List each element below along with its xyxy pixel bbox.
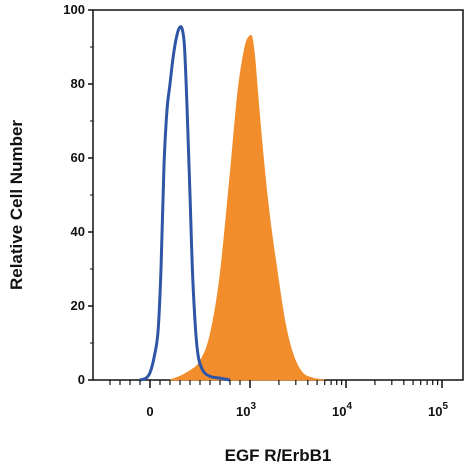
y-tick-label-1: 20 (71, 298, 85, 313)
x-axis-label: EGF R/ErbB1 (225, 446, 332, 465)
y-tick-label-3: 60 (71, 150, 85, 165)
x-tick-exponent-2: 4 (346, 401, 352, 412)
series-1-filled-histogram (169, 34, 325, 381)
x-tick-label-1: 103 (236, 401, 256, 419)
x-tick-exponent-1: 3 (250, 401, 256, 412)
x-tick-label-3: 105 (428, 401, 448, 419)
outline-series-layer (139, 25, 231, 382)
x-minor-ticks (109, 380, 439, 385)
x-tick-exponent-3: 5 (442, 401, 448, 412)
x-tick-label-0: 0 (146, 404, 153, 419)
y-tick-label-5: 100 (63, 2, 85, 17)
series-0-outline-histogram (139, 25, 231, 382)
x-axis-ticks: 0 103 104 105 (146, 380, 448, 419)
filled-series-layer (169, 34, 325, 381)
y-axis-ticks: 0 20 40 60 80 100 (63, 2, 93, 387)
y-tick-label-2: 40 (71, 224, 85, 239)
x-tick-label-2: 104 (332, 401, 352, 419)
y-tick-label-4: 80 (71, 76, 85, 91)
y-tick-label-0: 0 (78, 372, 85, 387)
y-axis-label: Relative Cell Number (7, 120, 26, 290)
plot-area: 0 20 40 60 80 100 0 103 104 105 (63, 2, 464, 419)
